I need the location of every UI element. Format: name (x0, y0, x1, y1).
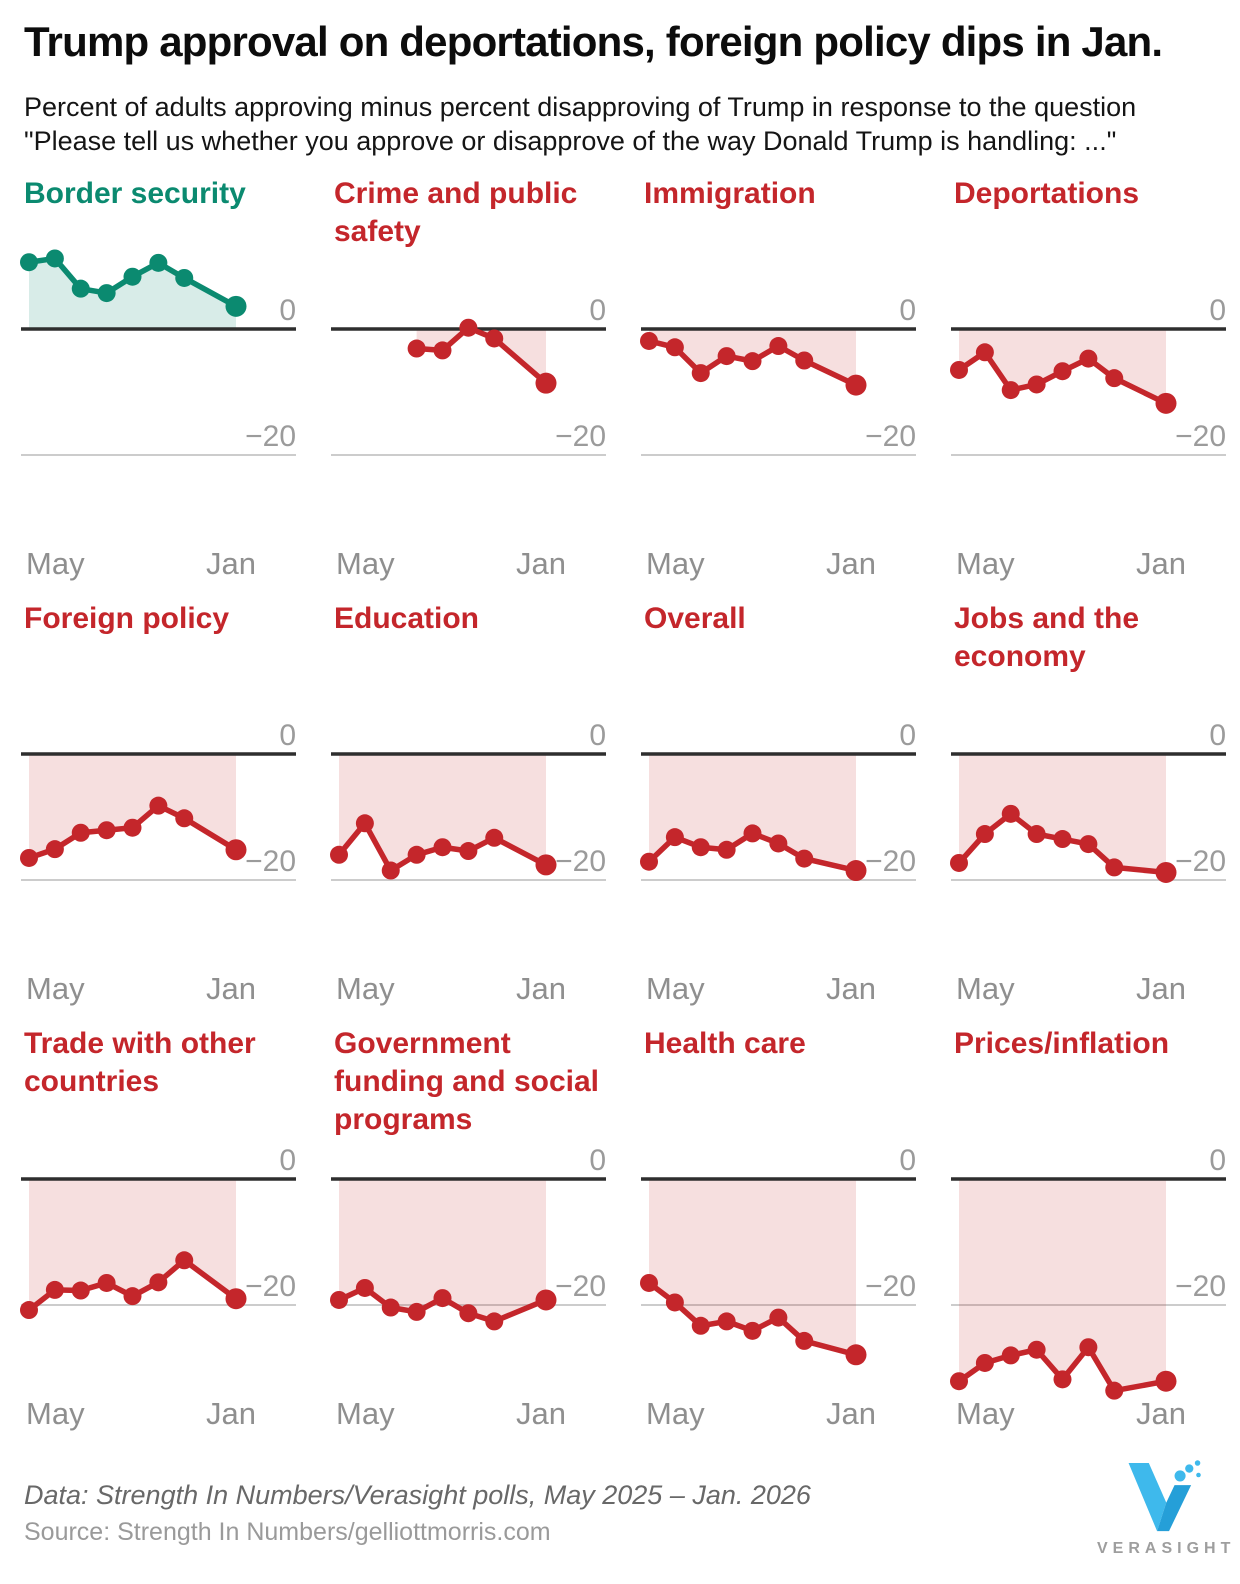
panel-deportations: 0 −20 Deportations May Jan (930, 170, 1240, 595)
panel-prices-inflation: 0 −20 Prices/inflation May Jan (930, 1020, 1240, 1445)
y-tick-minus20: −20 (1175, 1270, 1226, 1303)
x-tick-jan: Jan (206, 546, 256, 581)
x-tick-jan: Jan (826, 971, 876, 1006)
verasight-wordmark: VERASIGHT (1097, 1540, 1236, 1557)
panel-title: Jobs and the economy (954, 602, 1140, 673)
x-tick-jan: Jan (516, 971, 566, 1006)
chart-education: 0 −20 (330, 719, 606, 881)
chart-foreign-policy: 0 −20 (20, 719, 296, 881)
panel-title: Prices/inflation (954, 1027, 1170, 1060)
x-tick-may: May (336, 546, 395, 581)
panel-trade-with-other-countries: 0 −20 Trade with other countries May Jan (0, 1020, 310, 1445)
panel-jobs-and-the-economy: 0 −20 Jobs and the economy May Jan (930, 595, 1240, 1020)
page-subtitle-line1: Percent of adults approving minus percen… (24, 92, 1137, 122)
panel-title: Immigration (644, 177, 816, 210)
footer-data-note: Data: Strength In Numbers/Verasight poll… (24, 1480, 811, 1510)
y-tick-minus20: −20 (1175, 845, 1226, 878)
chart-immigration: 0 −20 (640, 294, 916, 456)
y-tick-minus20: −20 (865, 420, 916, 453)
x-tick-may: May (336, 1396, 395, 1431)
y-tick-minus20: −20 (245, 845, 296, 878)
y-tick-zero: 0 (1209, 294, 1226, 327)
chart-border-security: 0 −20 (20, 249, 296, 456)
y-tick-zero: 0 (589, 719, 606, 752)
y-tick-zero: 0 (589, 1144, 606, 1177)
panel-foreign-policy: 0 −20 Foreign policy May Jan (0, 595, 310, 1020)
x-tick-jan: Jan (1136, 1396, 1186, 1431)
x-tick-jan: Jan (826, 1396, 876, 1431)
x-tick-may: May (646, 1396, 705, 1431)
y-tick-minus20: −20 (555, 845, 606, 878)
panel-title: Foreign policy (24, 602, 230, 635)
panel-education: 0 −20 Education May Jan (310, 595, 620, 1020)
y-tick-zero: 0 (899, 1144, 916, 1177)
y-tick-zero: 0 (899, 719, 916, 752)
panel-border-security: 0 −20 Border security May Jan (0, 170, 310, 595)
panel-title: Government funding and social programs (334, 1027, 600, 1136)
y-tick-minus20: −20 (1175, 420, 1226, 453)
verasight-logo: VERASIGHT (1092, 1460, 1236, 1558)
x-tick-jan: Jan (1136, 546, 1186, 581)
chart-overall: 0 −20 (640, 719, 916, 882)
panel-title: Overall (644, 602, 746, 635)
x-tick-may: May (646, 971, 705, 1006)
page-title: Trump approval on deportations, foreign … (24, 18, 1163, 65)
charts-grid: 0 −20 Border security May Jan 0 −20 Crime and p… (0, 170, 1240, 1445)
panel-immigration: 0 −20 Immigration May Jan (620, 170, 930, 595)
x-tick-jan: Jan (516, 1396, 566, 1431)
x-tick-jan: Jan (206, 971, 256, 1006)
panel-title: Education (334, 602, 480, 635)
y-tick-zero: 0 (279, 1144, 296, 1177)
chart-deportations: 0 −20 (950, 294, 1226, 456)
chart-government-funding-and-social-programs: 0 −20 (330, 1144, 606, 1331)
x-tick-may: May (956, 546, 1015, 581)
footer-source: Source: Strength In Numbers/gelliottmorr… (24, 1518, 551, 1546)
y-tick-zero: 0 (899, 294, 916, 327)
panel-crime-and-public-safety: 0 −20 Crime and public safety May Jan (310, 170, 620, 595)
y-tick-zero: 0 (589, 294, 606, 327)
y-tick-zero: 0 (279, 294, 296, 327)
x-tick-jan: Jan (206, 1396, 256, 1431)
panel-title: Health care (644, 1027, 806, 1060)
y-tick-minus20: −20 (865, 1270, 916, 1303)
y-tick-minus20: −20 (555, 420, 606, 453)
chart-jobs-and-the-economy: 0 −20 (950, 719, 1226, 883)
y-tick-zero: 0 (279, 719, 296, 752)
y-tick-minus20: −20 (555, 1270, 606, 1303)
panel-title: Trade with other countries (24, 1027, 256, 1098)
y-tick-zero: 0 (1209, 719, 1226, 752)
panel-title: Border security (24, 177, 246, 210)
page-subtitle-line2: "Please tell us whether you approve or d… (24, 126, 1117, 156)
x-tick-may: May (336, 971, 395, 1006)
y-tick-minus20: −20 (245, 1270, 296, 1303)
x-tick-jan: Jan (1136, 971, 1186, 1006)
x-tick-may: May (646, 546, 705, 581)
x-tick-jan: Jan (516, 546, 566, 581)
panel-title: Deportations (954, 177, 1140, 210)
x-tick-jan: Jan (826, 546, 876, 581)
x-tick-may: May (26, 1396, 85, 1431)
chart-prices-inflation: 0 −20 (950, 1144, 1226, 1400)
x-tick-may: May (956, 1396, 1015, 1431)
x-tick-may: May (26, 971, 85, 1006)
panel-government-funding-and-social-programs: 0 −20 Government funding and social progra… (310, 1020, 620, 1445)
panel-health-care: 0 −20 Health care May Jan (620, 1020, 930, 1445)
page-subtitle: Percent of adults approving minus percen… (24, 90, 1224, 158)
x-tick-may: May (956, 971, 1015, 1006)
y-tick-zero: 0 (1209, 1144, 1226, 1177)
x-tick-may: May (26, 546, 85, 581)
y-tick-minus20: −20 (245, 420, 296, 453)
panel-title: Crime and public safety (334, 177, 578, 248)
verasight-v-icon (1128, 1460, 1201, 1532)
chart-health-care: 0 −20 (640, 1144, 916, 1366)
y-tick-minus20: −20 (865, 845, 916, 878)
chart-trade-with-other-countries: 0 −20 (20, 1144, 296, 1320)
chart-crime-and-public-safety: 0 −20 (331, 294, 606, 456)
panel-overall: 0 −20 Overall May Jan (620, 595, 930, 1020)
